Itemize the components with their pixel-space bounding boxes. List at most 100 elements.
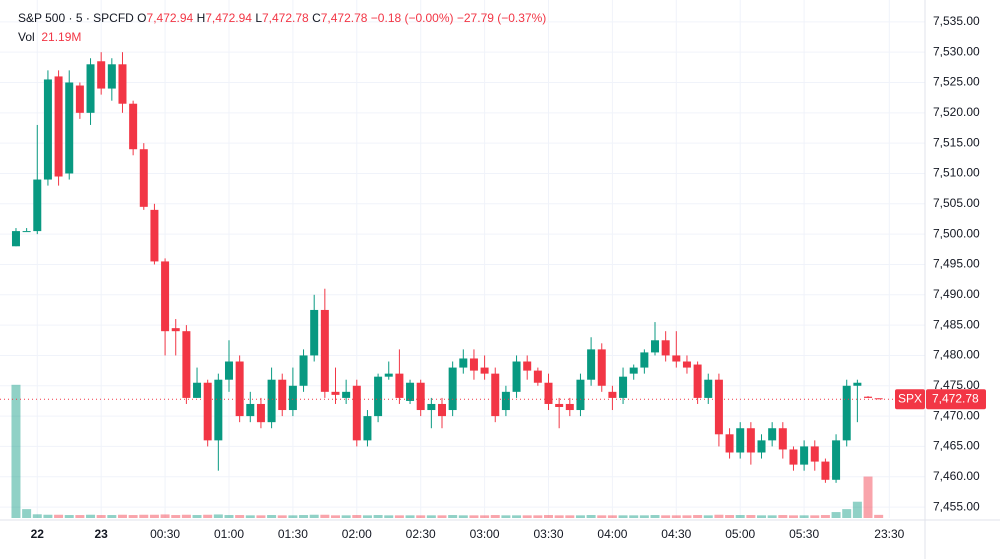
volume-bar — [245, 515, 255, 518]
candle-body — [714, 379, 723, 435]
candle-body — [768, 428, 777, 441]
volume-bar — [863, 476, 873, 518]
y-tick-label: 7,520.00 — [933, 105, 980, 119]
volume-bar — [352, 515, 362, 518]
volume-bar — [820, 515, 830, 518]
volume-bar — [384, 515, 394, 518]
candle-body — [842, 385, 851, 441]
volume-bar — [501, 515, 511, 518]
volume-bar — [693, 515, 703, 518]
candle-body — [278, 379, 287, 411]
symbol-tag-label: SPX — [898, 391, 922, 405]
volume-bar — [64, 515, 74, 518]
candle-body — [533, 370, 542, 383]
volume-bar — [107, 515, 117, 518]
candle-body — [342, 391, 351, 398]
volume-bar — [480, 515, 490, 518]
volume-bar — [831, 512, 841, 518]
volume-bar — [746, 515, 756, 518]
candle-body — [757, 440, 766, 453]
candle-body — [523, 361, 532, 371]
volume-bar — [213, 514, 223, 518]
label: C — [312, 11, 321, 25]
price-tag — [926, 389, 986, 410]
x-tick-label: 01:30 — [278, 527, 308, 541]
candle-body — [853, 382, 862, 386]
y-tick-label: 7,505.00 — [933, 196, 980, 210]
candle-body — [352, 385, 361, 441]
volume-bar — [11, 384, 21, 518]
symbol-tag — [895, 389, 925, 410]
candle-body — [22, 231, 31, 233]
candle-body — [640, 352, 649, 368]
candle-body — [182, 331, 191, 398]
candle-body — [448, 367, 457, 411]
candle-body — [288, 385, 297, 411]
candle-body — [736, 428, 745, 453]
volume-bar — [256, 515, 266, 518]
candle-body — [501, 391, 510, 411]
x-tick-label: 23:30 — [874, 527, 904, 541]
label: Vol — [18, 30, 35, 44]
candle-body — [107, 64, 116, 89]
candle-body — [800, 446, 809, 465]
candle-body — [480, 367, 489, 374]
volume-bar — [149, 514, 159, 518]
y-tick-label: 7,470.00 — [933, 408, 980, 422]
x-tick-label: 00:30 — [150, 527, 180, 541]
volume-bar — [778, 515, 788, 518]
candle-body — [682, 361, 691, 368]
candle-body — [395, 373, 404, 398]
volume-bar — [203, 514, 213, 518]
volume-bar — [725, 515, 735, 518]
volume-bar — [650, 515, 660, 518]
candle-body — [672, 355, 681, 362]
x-tick-label: 02:30 — [406, 527, 436, 541]
candle-body — [704, 379, 713, 398]
y-tick-label: 7,455.00 — [933, 499, 980, 513]
x-tick-label: 05:30 — [789, 527, 819, 541]
candle-body — [246, 403, 255, 417]
candle-body — [725, 434, 734, 453]
volume-bar — [597, 515, 607, 518]
candle-body — [299, 355, 308, 386]
candle-body — [224, 361, 233, 380]
candle-body — [661, 340, 670, 356]
candle-body — [874, 398, 883, 400]
candle-body — [491, 373, 500, 417]
volume-bar — [437, 515, 447, 518]
candle-body — [746, 428, 755, 453]
candle-body — [86, 64, 95, 113]
volume-bar — [426, 515, 436, 518]
legend: S&P 500 · 5 · SPCFD O7,472.94 H7,472.94 … — [18, 9, 546, 47]
candle-body — [821, 461, 830, 480]
candle-body — [608, 391, 617, 398]
volume-bar — [192, 515, 202, 518]
candle-body — [97, 61, 106, 89]
price-tag-label: 7,472.78 — [932, 391, 979, 405]
candle-body — [267, 379, 276, 423]
volume-bar — [171, 515, 181, 518]
volume-bar — [416, 515, 426, 518]
y-tick-label: 7,535.00 — [933, 14, 980, 28]
y-tick-label: 7,480.00 — [933, 348, 980, 362]
x-tick-label: 05:00 — [725, 527, 755, 541]
volume-bar — [639, 515, 649, 518]
candle-body — [139, 149, 148, 207]
volume-bar — [277, 515, 287, 518]
volume-bar — [661, 515, 671, 518]
volume-bar — [788, 515, 798, 518]
value: 21.19M — [41, 30, 82, 44]
candle-body — [778, 428, 787, 450]
symbol[interactable]: S&P 500 · 5 · SPCFD — [18, 11, 134, 25]
candle-body — [512, 361, 521, 392]
volume-bar — [394, 515, 404, 518]
candle-body — [171, 328, 180, 332]
volume-bar — [490, 515, 500, 518]
volume-bar — [96, 515, 106, 518]
candle-body — [256, 403, 265, 423]
volume-bar — [512, 515, 522, 518]
volume-bar — [810, 515, 820, 518]
volume-bar — [469, 515, 479, 518]
